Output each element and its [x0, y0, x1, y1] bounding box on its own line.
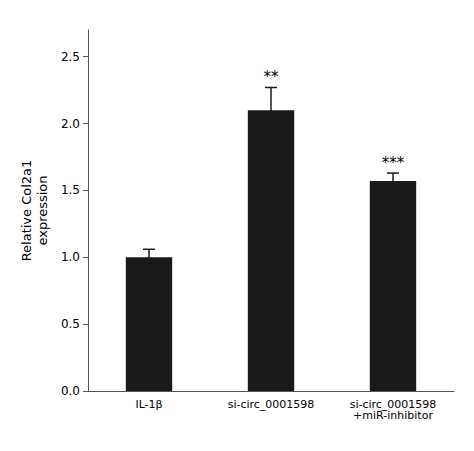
svg-text:0.0: 0.0	[61, 384, 80, 398]
svg-text:1.0: 1.0	[61, 250, 80, 264]
svg-text:+miR-inhibitor: +miR-inhibitor	[353, 409, 433, 422]
svg-text:***: ***	[382, 154, 405, 172]
svg-text:Relative Col2a1: Relative Col2a1	[19, 160, 34, 262]
svg-text:si-circ_0001598: si-circ_0001598	[349, 398, 437, 411]
svg-text:si-circ_0001598: si-circ_0001598	[228, 398, 315, 411]
svg-text:**: **	[264, 68, 280, 86]
svg-text:1.5: 1.5	[61, 183, 80, 197]
svg-text:2.0: 2.0	[61, 117, 80, 131]
svg-text:2.5: 2.5	[61, 50, 80, 64]
svg-text:0.5: 0.5	[61, 317, 80, 331]
svg-text:expression: expression	[35, 175, 50, 245]
svg-text:IL-1β: IL-1β	[135, 398, 162, 411]
